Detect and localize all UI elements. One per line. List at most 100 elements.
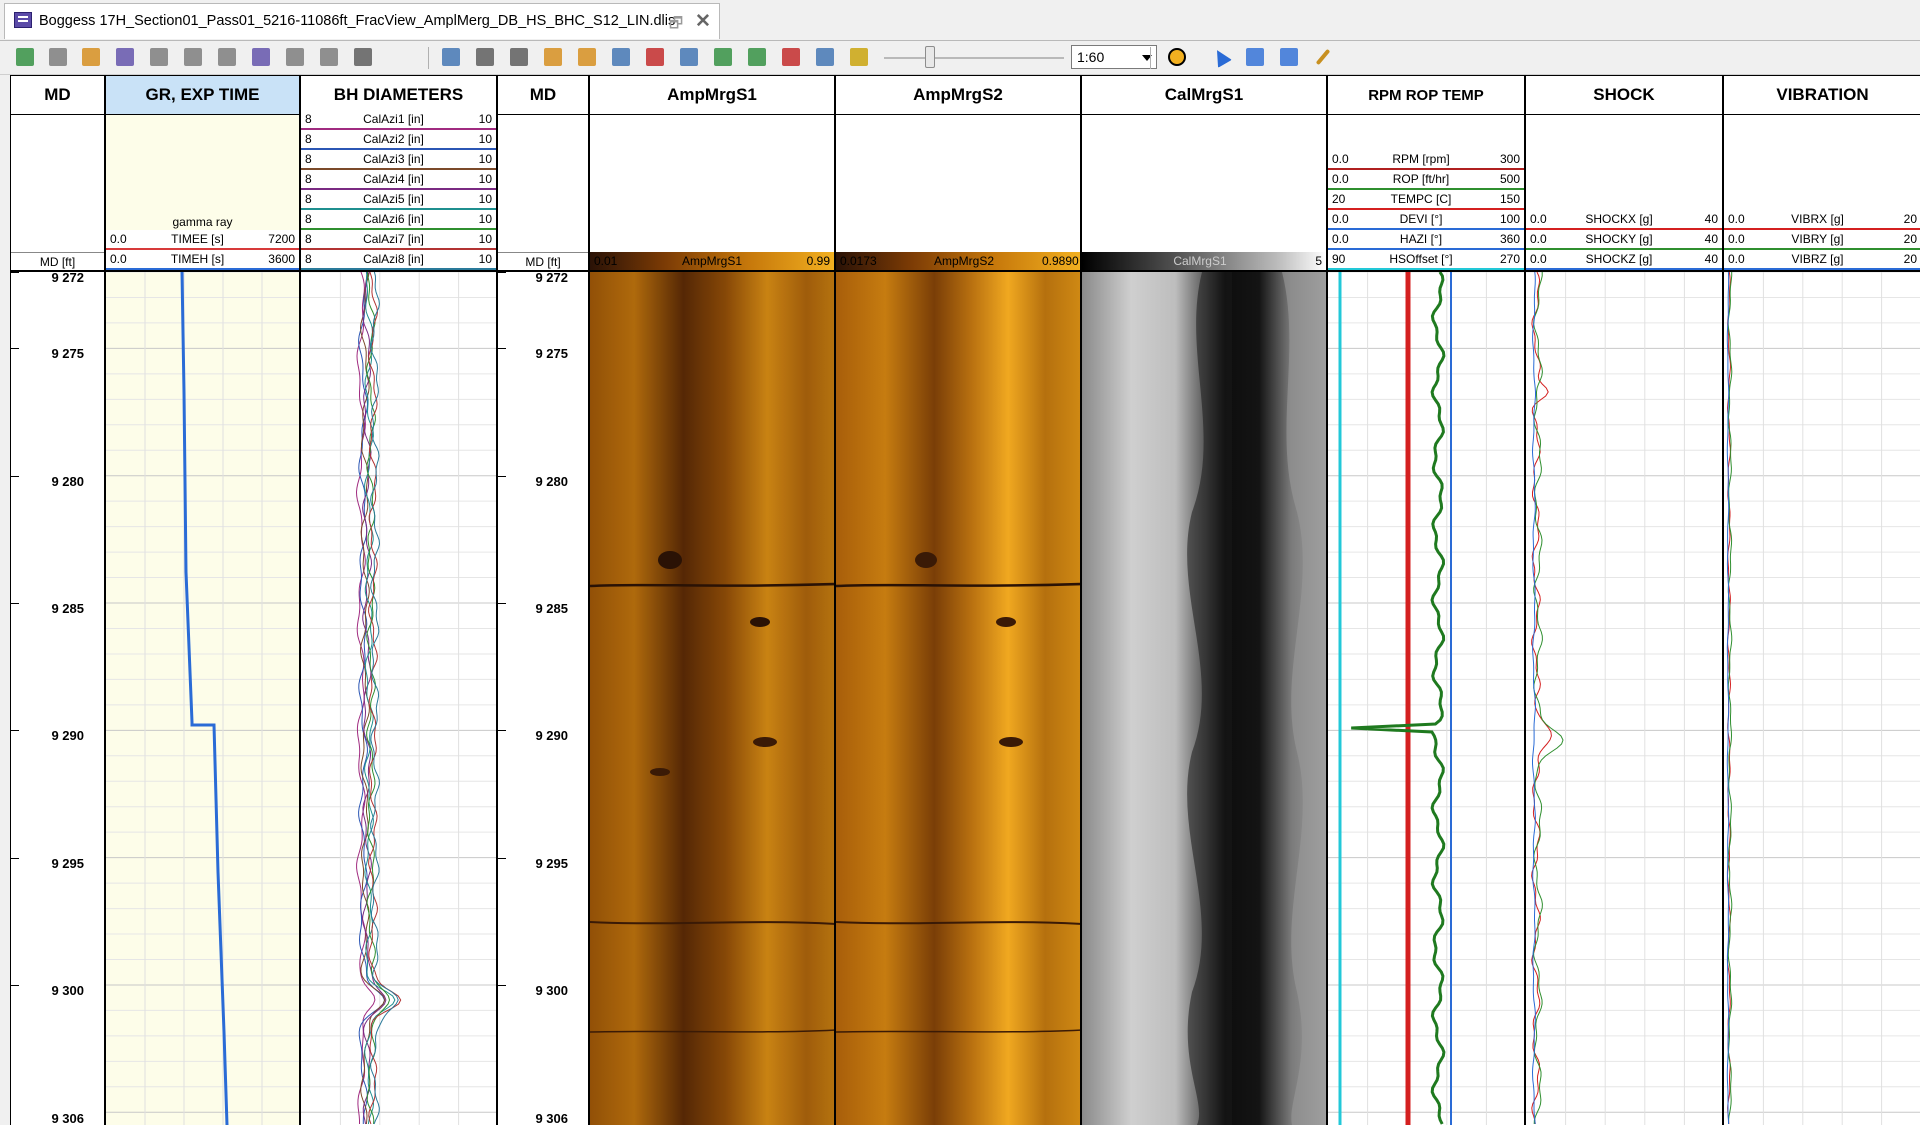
- cal-max: 5: [1315, 254, 1322, 268]
- curve-legend-row[interactable]: 8 CalAzi5 [in] 10: [301, 190, 496, 210]
- close-icon[interactable]: ✕: [695, 11, 711, 32]
- scale-select[interactable]: 1:60: [1071, 45, 1157, 69]
- track-shock: SHOCK 0.0 SHOCKX [g] 40 0.0 SHOCKY [g] 40 0.0 S…: [1526, 76, 1724, 1125]
- save-as-icon[interactable]: [80, 46, 102, 68]
- curve-legend-row[interactable]: 0.0 RPM [rpm] 300: [1328, 150, 1524, 170]
- doc-c-icon[interactable]: [216, 46, 238, 68]
- image-icon-glyph: [544, 48, 562, 66]
- tower-icon[interactable]: [352, 46, 374, 68]
- fit-icon[interactable]: [440, 46, 462, 68]
- curve-max: 300: [1499, 152, 1520, 166]
- track-header-gr[interactable]: GR, EXP TIME: [106, 76, 299, 115]
- track-header-amp2[interactable]: AmpMrgS2: [836, 76, 1080, 115]
- table-icon[interactable]: [576, 46, 598, 68]
- md-depth-column: 9 272 9 275 9 280 9 285 9 290 9 295 9 300 9 306: [11, 270, 104, 1125]
- depth-tick: [498, 730, 506, 732]
- add-curve-icon[interactable]: [746, 46, 768, 68]
- track-bh-body: [301, 272, 496, 1125]
- vertical-resize-icon[interactable]: [1244, 46, 1266, 68]
- zoom-slider-track[interactable]: [884, 57, 1064, 59]
- doc-e-icon[interactable]: [318, 46, 340, 68]
- curve-legend-row[interactable]: 8 CalAzi1 [in] 10: [301, 110, 496, 130]
- curve-legend-row[interactable]: 20 TEMPC [C] 150: [1328, 190, 1524, 210]
- curve-legend-row[interactable]: 0.0 SHOCKX [g] 40: [1526, 210, 1722, 230]
- pencil-icon[interactable]: [1312, 46, 1334, 68]
- curve-legend-row[interactable]: 8 CalAzi7 [in] 10: [301, 230, 496, 250]
- curve-max: 150: [1499, 192, 1520, 206]
- undo-icon[interactable]: [678, 46, 700, 68]
- depth-label: 9 272: [51, 270, 84, 285]
- curve-legend-row[interactable]: 8 CalAzi4 [in] 10: [301, 170, 496, 190]
- camera-icon[interactable]: [474, 46, 496, 68]
- doc-a-icon[interactable]: [148, 46, 170, 68]
- curve-max: 20: [1903, 212, 1917, 226]
- export-icon[interactable]: [250, 46, 272, 68]
- md-right-depth-column: 9 272 9 275 9 280 9 285 9 290 9 295 9 300 9 306: [498, 270, 588, 1125]
- pdf-icon[interactable]: [644, 46, 666, 68]
- track-header-shock[interactable]: SHOCK: [1526, 76, 1722, 115]
- curve-legend-row[interactable]: 0.0 VIBRY [g] 20: [1724, 230, 1920, 250]
- track-bh: BH DIAMETERS 8 CalAzi1 [in] 10 8 CalAzi2 [in…: [301, 76, 498, 1125]
- save-icon[interactable]: [47, 46, 69, 68]
- scale-value: 1:60: [1077, 49, 1105, 65]
- track-header-md-right[interactable]: MD: [498, 76, 588, 115]
- html-icon[interactable]: [610, 46, 632, 68]
- image-icon[interactable]: [542, 46, 564, 68]
- zoom-slider-thumb[interactable]: [925, 46, 935, 68]
- curve-legend-row[interactable]: 0.0 DEVI [°] 100: [1328, 210, 1524, 230]
- add-track-icon[interactable]: [712, 46, 734, 68]
- curve-max: 7200: [268, 232, 295, 246]
- horizontal-resize-icon[interactable]: [1278, 46, 1300, 68]
- curve-name: SHOCKX [g]: [1585, 212, 1653, 226]
- curve-name: CalAzi4 [in]: [363, 172, 424, 186]
- curve-legend-row[interactable]: 0.0 VIBRZ [g] 20: [1724, 250, 1920, 270]
- track-header-rpm[interactable]: RPM ROP TEMP: [1328, 76, 1524, 115]
- track-header-vibration[interactable]: VIBRATION: [1724, 76, 1920, 115]
- curve-min: 0.0: [110, 232, 127, 246]
- depth-tick: [11, 475, 19, 477]
- curve-legend-row[interactable]: 8 CalAzi3 [in] 10: [301, 150, 496, 170]
- track-header-md[interactable]: MD: [11, 76, 104, 115]
- curve-legend-row[interactable]: 0.0 VIBRX [g] 20: [1724, 210, 1920, 230]
- pointer-icon[interactable]: [1210, 46, 1232, 68]
- track-gr-legend: gamma ray 0.0 TIMEE [s] 7200 0.0 TIMEH [s] 36…: [106, 115, 299, 272]
- curve-legend-row[interactable]: 0.0 ROP [ft/hr] 500: [1328, 170, 1524, 190]
- curve-legend-row[interactable]: 8 CalAzi8 [in] 10: [301, 250, 496, 270]
- track-header-cal[interactable]: CalMrgS1: [1082, 76, 1326, 115]
- curve-legend-row[interactable]: 90 HSOffset [°] 270: [1328, 250, 1524, 270]
- restore-icon[interactable]: 🗗: [669, 15, 684, 32]
- calazi-curve: [364, 272, 396, 1125]
- curve-legend-row[interactable]: 0.0 HAZI [°] 360: [1328, 230, 1524, 250]
- properties-icon[interactable]: [814, 46, 836, 68]
- curve-legend-row[interactable]: 0.0 TIMEH [s] 3600: [106, 250, 299, 270]
- track-header-amp1[interactable]: AmpMrgS1: [590, 76, 834, 115]
- amp2-min: 0.0173: [840, 254, 877, 268]
- curve-legend-row[interactable]: 8 CalAzi2 [in] 10: [301, 130, 496, 150]
- curve-max: 10: [478, 112, 492, 126]
- dlis-icon[interactable]: [114, 46, 136, 68]
- remove-icon[interactable]: [780, 46, 802, 68]
- doc-c-icon-glyph: [218, 48, 236, 66]
- curve-legend-row[interactable]: 0.0 TIMEE [s] 7200: [106, 230, 299, 250]
- refresh-icon[interactable]: [14, 46, 36, 68]
- document-tab[interactable]: Boggess 17H_Section01_Pass01_5216-11086f…: [4, 3, 720, 39]
- shocky-curve: [1533, 272, 1564, 1125]
- curve-min: 8: [305, 252, 312, 266]
- cal-name: CalMrgS1: [1173, 254, 1227, 268]
- track-amp1-legend: 0.01 AmpMrgS1 0.99: [590, 115, 834, 272]
- curve-legend-row[interactable]: 8 CalAzi6 [in] 10: [301, 210, 496, 230]
- curve-max: 500: [1499, 172, 1520, 186]
- crosshair-icon[interactable]: [1166, 46, 1188, 68]
- save-as-icon-glyph: [82, 48, 100, 66]
- track-rpm-legend: 0.0 RPM [rpm] 300 0.0 ROP [ft/hr] 500 20 TEMPC …: [1328, 115, 1524, 272]
- chevron-down-icon[interactable]: [1142, 55, 1152, 61]
- curve-legend-row[interactable]: 0.0 SHOCKY [g] 40: [1526, 230, 1722, 250]
- curve-legend-row[interactable]: 0.0 SHOCKZ [g] 40: [1526, 250, 1722, 270]
- lock-icon[interactable]: [848, 46, 870, 68]
- refresh-icon-glyph: [16, 48, 34, 66]
- doc-d-icon[interactable]: [284, 46, 306, 68]
- amp2-max: 0.9890: [1042, 254, 1079, 268]
- print-icon[interactable]: [508, 46, 530, 68]
- doc-b-icon[interactable]: [182, 46, 204, 68]
- curve-max: 40: [1704, 212, 1718, 226]
